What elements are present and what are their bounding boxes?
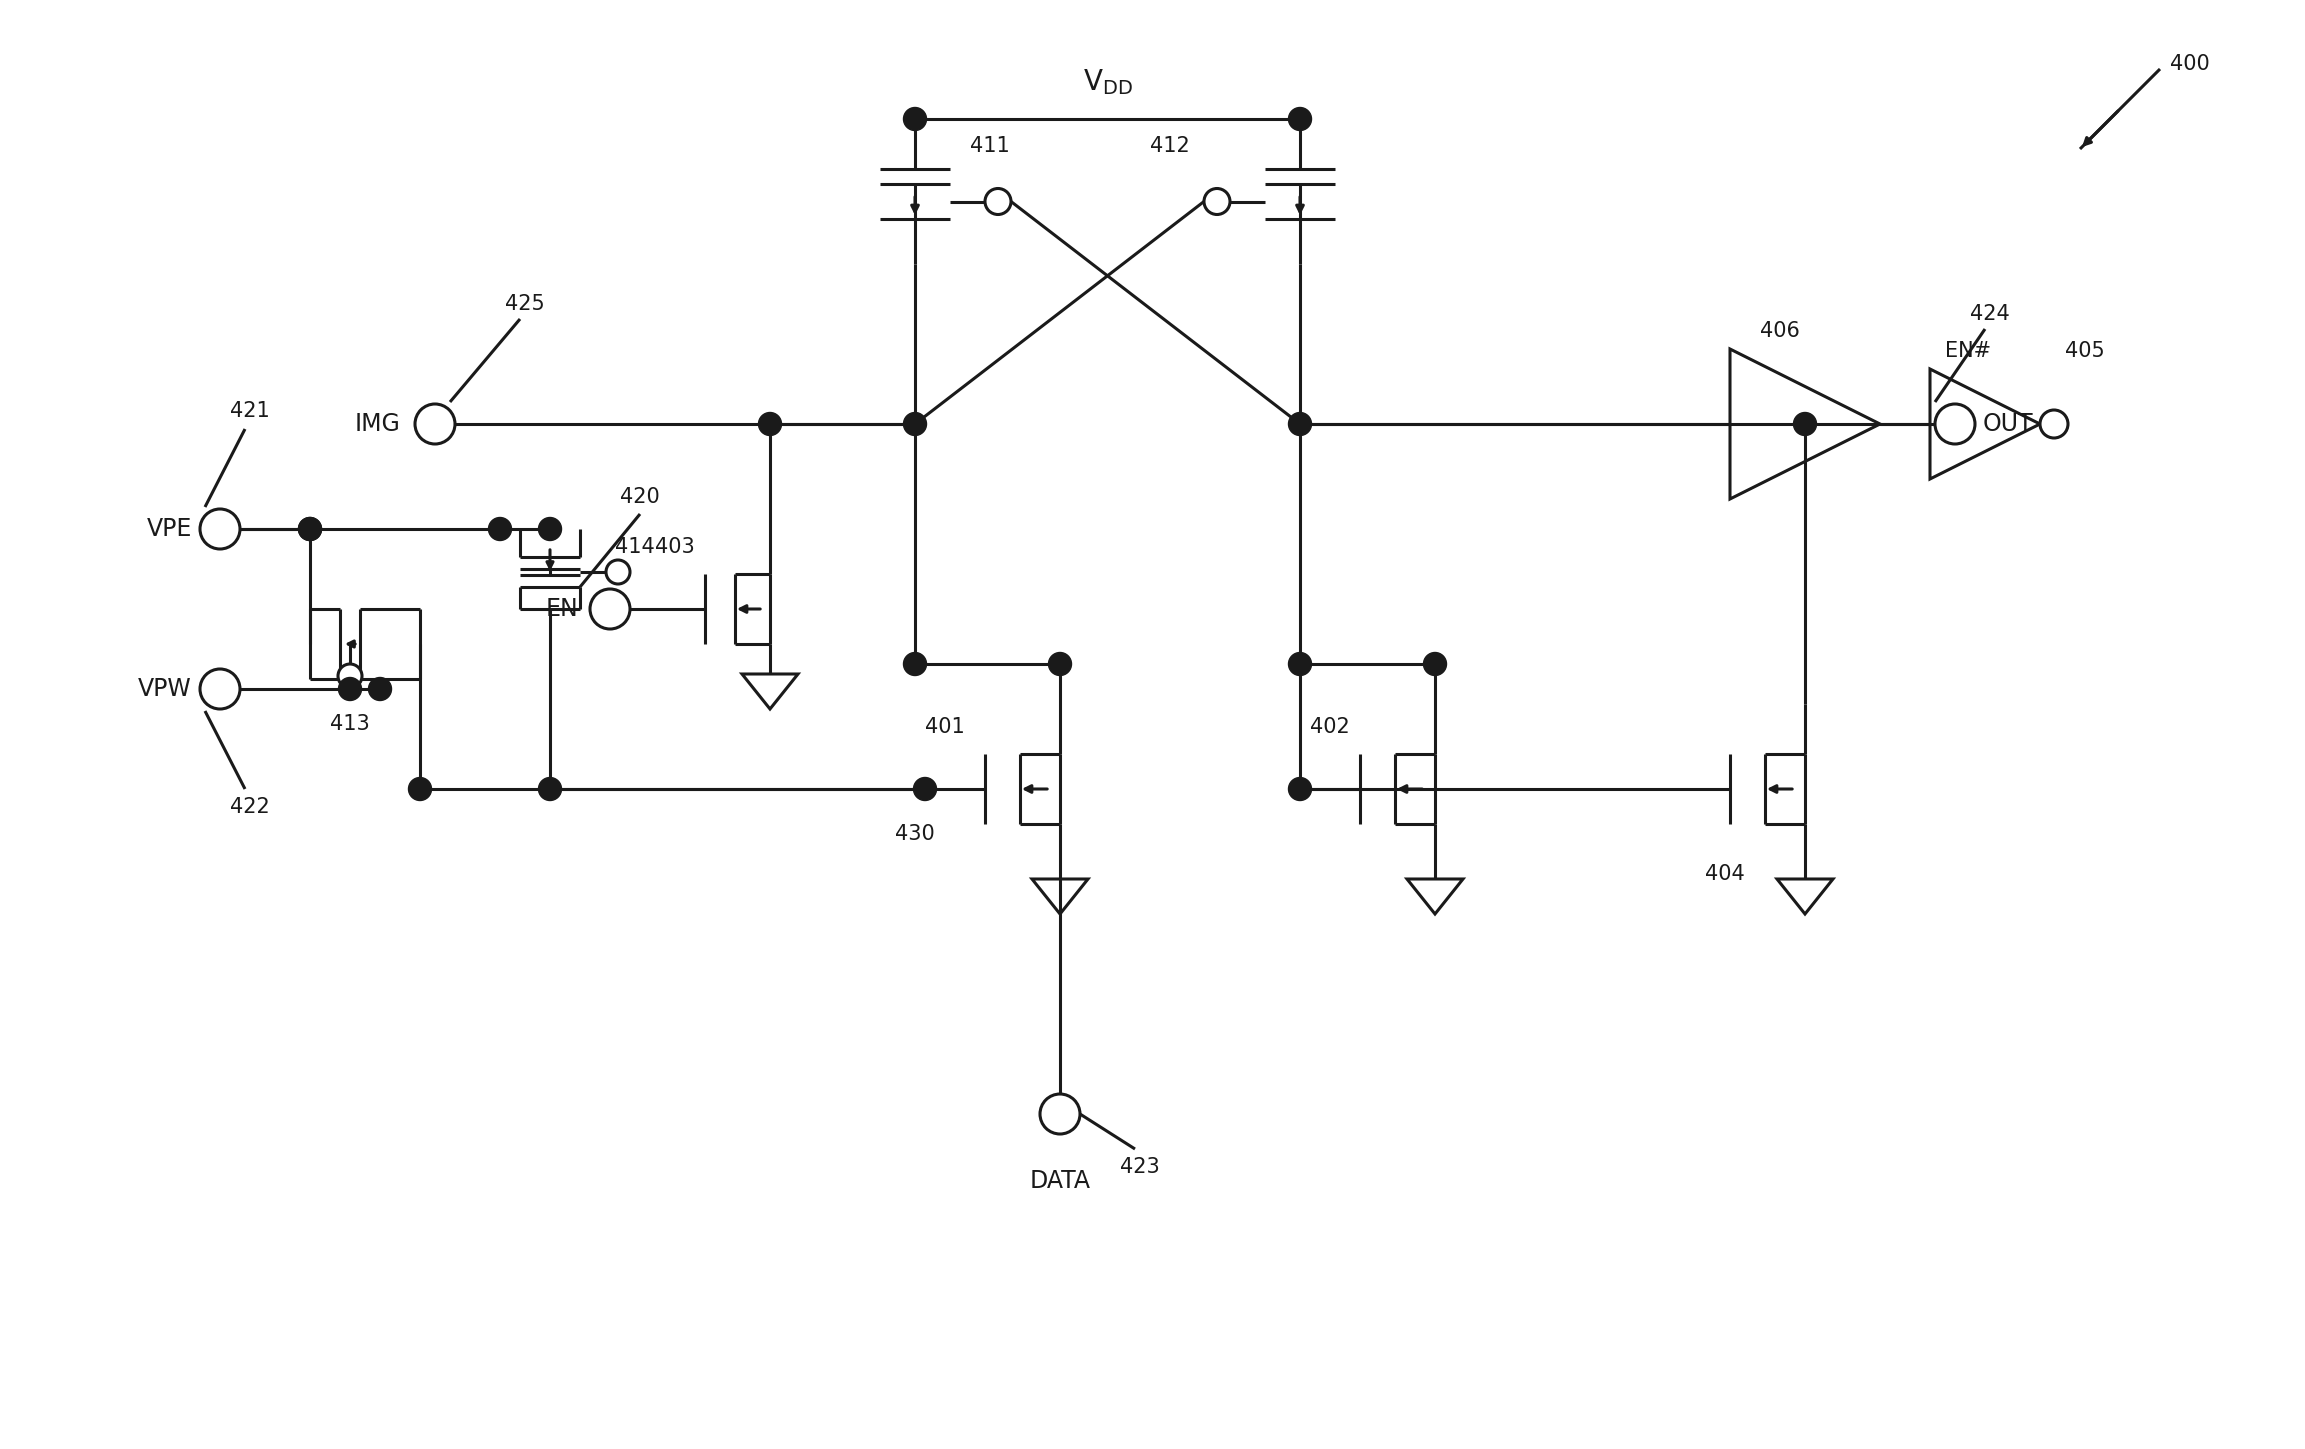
Circle shape	[984, 188, 1012, 214]
Text: VPW: VPW	[138, 677, 191, 701]
Circle shape	[1288, 413, 1312, 436]
Text: $\mathrm{V_{DD}}$: $\mathrm{V_{DD}}$	[1083, 67, 1132, 97]
Circle shape	[300, 517, 320, 540]
Circle shape	[1793, 413, 1816, 436]
Circle shape	[606, 559, 629, 584]
Circle shape	[1040, 1094, 1081, 1135]
Circle shape	[590, 588, 629, 629]
Text: 412: 412	[1150, 136, 1189, 156]
Circle shape	[339, 678, 362, 700]
Circle shape	[201, 509, 240, 549]
Text: VPE: VPE	[148, 517, 191, 540]
Text: EN#: EN#	[1945, 341, 1992, 361]
Text: 414: 414	[615, 538, 655, 556]
Text: 422: 422	[230, 797, 270, 817]
Circle shape	[539, 517, 562, 540]
Text: OUT: OUT	[1982, 412, 2033, 436]
Text: 420: 420	[620, 487, 659, 507]
Circle shape	[904, 107, 927, 130]
Text: 421: 421	[230, 401, 270, 422]
Text: IMG: IMG	[355, 412, 401, 436]
Circle shape	[415, 404, 454, 443]
Text: 424: 424	[1971, 304, 2010, 325]
Text: 404: 404	[1706, 864, 1745, 884]
Text: DATA: DATA	[1030, 1169, 1090, 1193]
Circle shape	[913, 778, 936, 800]
Text: 413: 413	[330, 714, 369, 735]
Circle shape	[1203, 188, 1231, 214]
Circle shape	[1049, 652, 1072, 675]
Text: 402: 402	[1309, 717, 1351, 738]
Text: 405: 405	[2065, 341, 2104, 361]
Circle shape	[904, 652, 927, 675]
Circle shape	[758, 413, 781, 436]
Text: 403: 403	[655, 538, 694, 556]
Circle shape	[201, 669, 240, 709]
Text: 406: 406	[1761, 322, 1800, 341]
Circle shape	[539, 778, 562, 800]
Circle shape	[300, 517, 320, 540]
Circle shape	[408, 778, 431, 800]
Text: 401: 401	[924, 717, 966, 738]
Text: 425: 425	[505, 294, 544, 314]
Text: 430: 430	[894, 824, 936, 843]
Circle shape	[369, 678, 392, 700]
Text: 411: 411	[970, 136, 1010, 156]
Circle shape	[1934, 404, 1975, 443]
Circle shape	[339, 664, 362, 688]
Circle shape	[489, 517, 512, 540]
Circle shape	[1288, 652, 1312, 675]
Circle shape	[904, 413, 927, 436]
Text: 423: 423	[1120, 1156, 1159, 1177]
Text: EN: EN	[546, 597, 579, 622]
Circle shape	[2040, 410, 2068, 438]
Circle shape	[1288, 778, 1312, 800]
Circle shape	[1288, 107, 1312, 130]
Text: 400: 400	[2169, 54, 2210, 74]
Circle shape	[1424, 652, 1448, 675]
